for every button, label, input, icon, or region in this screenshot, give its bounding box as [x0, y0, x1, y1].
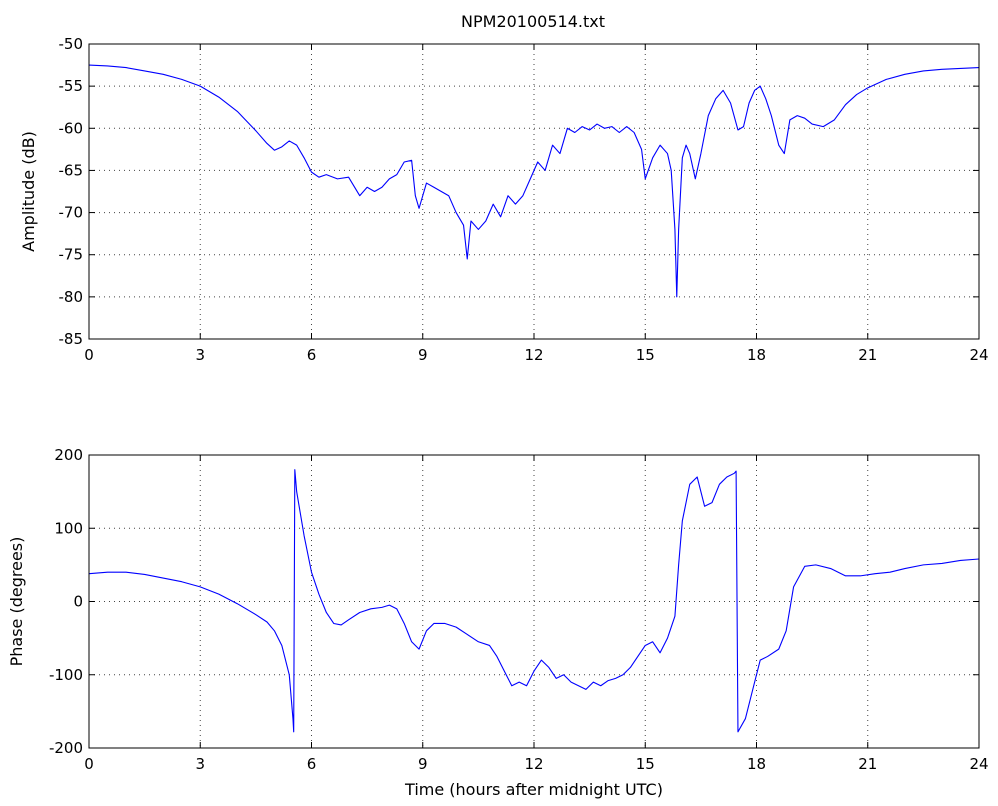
chart-title: NPM20100514.txt [461, 12, 605, 31]
amplitude-xtick-label-0: 0 [84, 346, 94, 364]
phase-panel: 0 3 6 9 12 15 18 21 24 -200 -100 0 100 200 Phase (degr… [7, 446, 989, 799]
amplitude-ytick-label-4: -65 [59, 161, 84, 179]
amplitude-xtick-label-2: 6 [307, 346, 317, 364]
amplitude-xtick-label-1: 3 [195, 346, 205, 364]
phase-xtick-label-6: 18 [747, 755, 766, 773]
phase-xtick-label-2: 6 [307, 755, 317, 773]
amplitude-series-line-0 [88, 64, 980, 298]
amplitude-ytick-label-5: -60 [59, 119, 84, 137]
phase-xtick-label-0: 0 [84, 755, 94, 773]
phase-ytick-label-1: -100 [49, 666, 83, 684]
amplitude-ytick-label-2: -75 [59, 246, 84, 264]
phase-xtick-label-4: 12 [524, 755, 543, 773]
amplitude-xtick-label-4: 12 [524, 346, 543, 364]
phase-ytick-label-4: 200 [54, 446, 83, 464]
amplitude-ytick-label-7: -50 [59, 35, 84, 53]
phase-xtick-label-3: 9 [418, 755, 428, 773]
amplitude-xtick-label-6: 18 [747, 346, 766, 364]
amplitude-ytick-label-0: -85 [59, 330, 84, 348]
phase-ytick-label-3: 100 [54, 519, 83, 537]
phase-ylabel: Phase (degrees) [7, 537, 26, 667]
phase-xtick-label-8: 24 [969, 755, 988, 773]
phase-xtick-label-7: 21 [858, 755, 877, 773]
amplitude-panel: 0 3 6 9 12 15 18 21 24 -85 -80 -75 -70 -65 -60 -55 -50 Am… [19, 35, 989, 364]
amplitude-ytick-label-6: -55 [59, 77, 84, 95]
amplitude-xtick-label-7: 21 [858, 346, 877, 364]
phase-xtick-label-1: 3 [195, 755, 205, 773]
phase-series-line-0 [88, 469, 980, 733]
amplitude-ytick-label-1: -80 [59, 288, 84, 306]
amplitude-ylabel: Amplitude (dB) [19, 131, 38, 252]
phase-ytick-label-0: -200 [49, 739, 83, 757]
amplitude-xtick-label-8: 24 [969, 346, 988, 364]
amplitude-ytick-label-3: -70 [59, 204, 84, 222]
phase-xtick-label-5: 15 [636, 755, 655, 773]
amplitude-xtick-label-3: 9 [418, 346, 428, 364]
phase-ytick-label-2: 0 [73, 593, 83, 611]
phase-xlabel: Time (hours after midnight UTC) [404, 780, 663, 799]
amplitude-xtick-label-5: 15 [636, 346, 655, 364]
